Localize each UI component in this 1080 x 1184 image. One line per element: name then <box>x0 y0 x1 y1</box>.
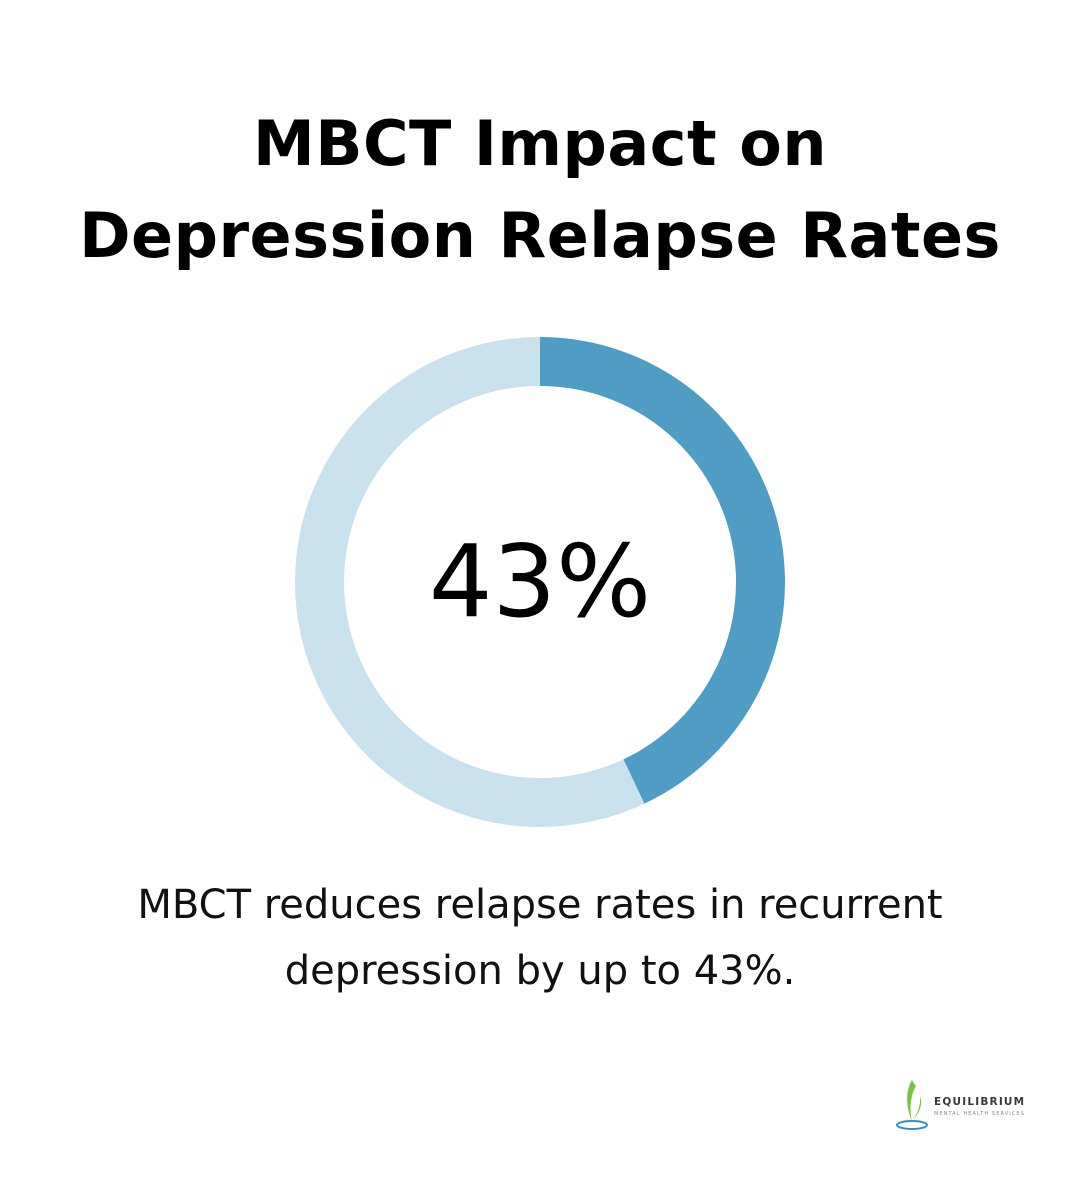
chart-caption: MBCT reduces relapse rates in recurrent … <box>60 872 1020 1004</box>
logo-tagline: MENTAL HEALTH SERVICES <box>934 1111 1025 1117</box>
chart-title: MBCT Impact on Depression Relapse Rates <box>0 98 1080 282</box>
donut-chart <box>294 337 785 827</box>
caption-line-2: depression by up to 43%. <box>284 948 796 994</box>
caption-line-1: MBCT reduces relapse rates in recurrent <box>137 882 943 928</box>
leaf-water-icon <box>896 1080 928 1130</box>
title-line-1: MBCT Impact on <box>253 107 827 180</box>
equilibrium-logo: EQUILIBRIUM MENTAL HEALTH SERVICES <box>894 1076 1034 1132</box>
title-line-2: Depression Relapse Rates <box>79 199 1001 272</box>
donut-slice-remainder <box>294 337 645 827</box>
donut-center-value: 43% <box>428 523 652 640</box>
logo-name: EQUILIBRIUM <box>934 1096 1026 1108</box>
donut-slice-highlight <box>540 337 785 804</box>
